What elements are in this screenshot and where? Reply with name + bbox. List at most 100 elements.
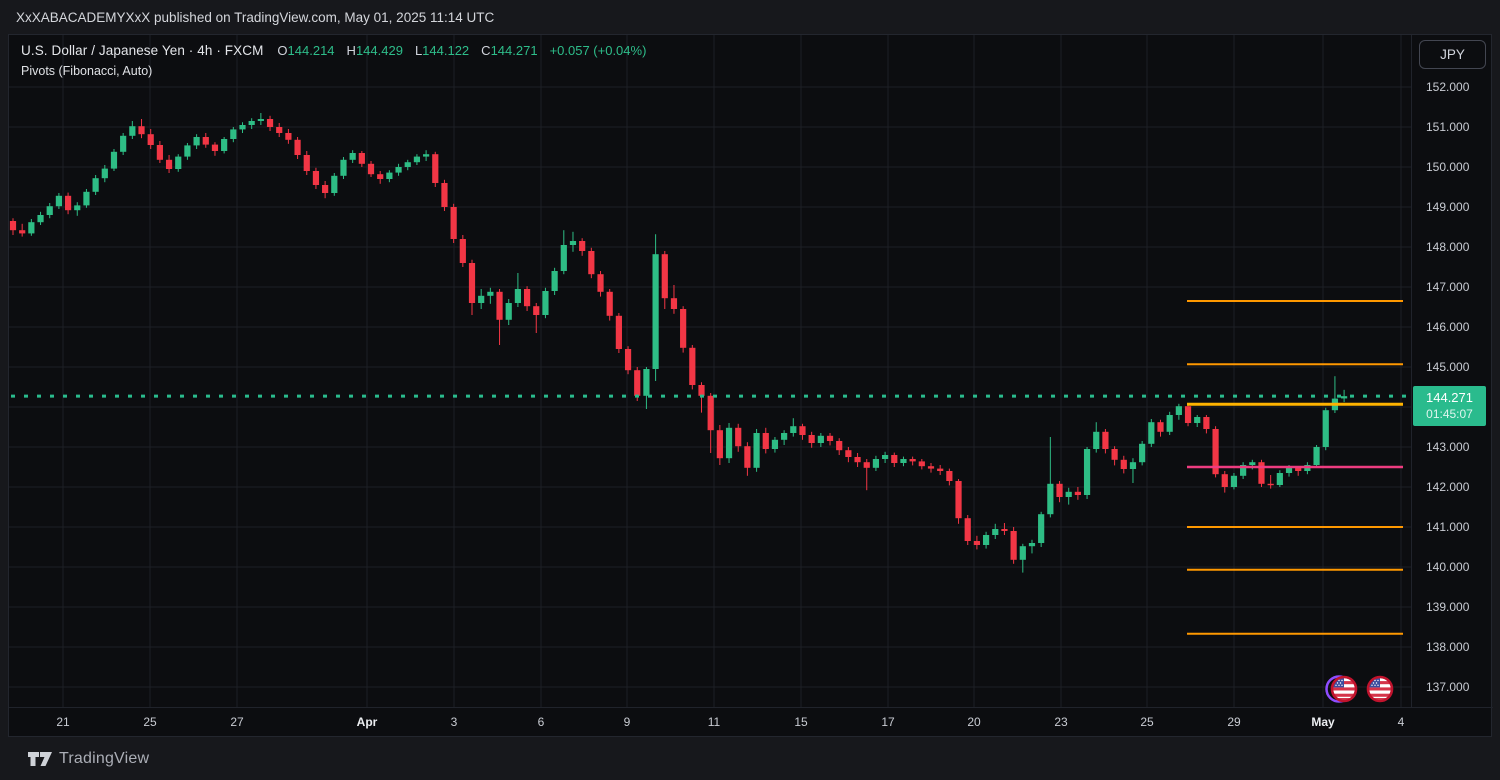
candle: [294, 137, 301, 159]
candle: [221, 137, 228, 154]
candle: [1065, 487, 1072, 505]
candle: [615, 313, 622, 353]
candle: [1322, 407, 1329, 451]
candle: [37, 211, 44, 225]
attribution-bar: XxXABACADEMYXxX published on TradingView…: [0, 0, 1500, 34]
price-scale-label: 146.000: [1426, 320, 1470, 334]
candle: [1120, 455, 1127, 474]
candle: [230, 127, 237, 143]
price-scale-label: 139.000: [1426, 600, 1470, 614]
candle: [560, 230, 567, 275]
candle: [937, 465, 944, 475]
chart-plot[interactable]: [9, 35, 1411, 707]
candle: [193, 134, 200, 149]
candle: [28, 219, 35, 236]
candle: [266, 115, 274, 131]
candle: [624, 346, 632, 375]
candle: [1093, 422, 1100, 453]
candle: [992, 523, 999, 539]
candle: [55, 193, 62, 209]
low-label: L: [414, 43, 423, 58]
candle: [487, 287, 494, 304]
price-scale-label: 143.000: [1426, 440, 1470, 454]
bar-countdown: 01:45:07: [1426, 406, 1473, 421]
candle: [175, 154, 182, 172]
us-flag-event-icon-1[interactable]: [1325, 675, 1358, 703]
candle: [1074, 487, 1081, 500]
economic-event-flags[interactable]: [1325, 671, 1397, 712]
candle: [450, 203, 457, 243]
candle: [1313, 445, 1320, 468]
candle: [1056, 481, 1063, 503]
candle: [918, 459, 925, 470]
chart-legend: U.S. Dollar / Japanese Yen · 4h · FXCM O…: [21, 43, 646, 78]
candle: [358, 151, 365, 167]
candle: [248, 118, 255, 129]
candle: [1148, 419, 1155, 447]
candle: [46, 203, 53, 219]
tradingview-logo-icon[interactable]: [28, 748, 52, 770]
candle: [1001, 523, 1008, 535]
candle: [964, 515, 971, 545]
candle: [1028, 539, 1036, 554]
time-scale-label: 21: [56, 715, 70, 729]
candle: [423, 150, 430, 161]
change-value: +0.057 (+0.04%): [549, 43, 647, 58]
candle: [725, 423, 733, 463]
time-scale-label: 25: [143, 715, 157, 729]
candle: [762, 427, 769, 454]
candle: [331, 173, 338, 196]
candle: [606, 289, 613, 321]
candle: [927, 463, 935, 473]
price-scale[interactable]: JPY 152.000 151.000 150.000 149.000 148.000 1…: [1411, 35, 1493, 707]
candle: [744, 442, 751, 476]
candle: [790, 418, 797, 437]
candle: [1111, 446, 1118, 466]
candle: [826, 433, 834, 446]
candle: [165, 155, 173, 173]
time-scale-label: 29: [1227, 715, 1241, 729]
candle: [1102, 429, 1109, 454]
candle: [349, 150, 356, 163]
candle: [257, 113, 264, 125]
candle: [441, 179, 448, 211]
candle: [1276, 470, 1283, 487]
time-scale-label: 27: [230, 715, 244, 729]
tradingview-brand[interactable]: TradingView: [59, 749, 150, 767]
candle: [404, 159, 411, 171]
candle: [1175, 403, 1182, 420]
currency-button[interactable]: JPY: [1419, 40, 1486, 69]
candle: [138, 119, 145, 139]
candle: [854, 453, 861, 467]
time-scale-label: Apr: [356, 715, 378, 729]
candle: [781, 430, 788, 445]
time-scale[interactable]: 21 25 27 Apr 3 6 9 11 15 17 20 23 25 29 May 4: [9, 707, 1493, 737]
candle: [900, 456, 907, 467]
candle: [579, 238, 586, 256]
candle: [285, 129, 292, 144]
price-scale-label: 151.000: [1426, 120, 1470, 134]
candle: [670, 285, 678, 314]
candle: [322, 181, 329, 199]
candle: [496, 289, 503, 345]
candle: [771, 437, 779, 453]
candle: [982, 531, 990, 549]
candle: [367, 161, 375, 177]
close-label: C: [481, 43, 491, 58]
candle: [946, 468, 953, 486]
time-scale-label: 3: [450, 715, 458, 729]
symbol-title[interactable]: U.S. Dollar / Japanese Yen · 4h · FXCM: [21, 43, 264, 58]
indicator-label[interactable]: Pivots (Fibonacci, Auto): [21, 64, 153, 78]
candle: [211, 142, 219, 156]
candle: [808, 431, 815, 448]
candle: [432, 151, 439, 187]
time-scale-label: 6: [537, 715, 545, 729]
candle: [478, 289, 485, 309]
current-price-label: 144.271 01:45:07: [1413, 386, 1486, 427]
open-value: 144.214: [287, 43, 335, 58]
us-flag-event-icon-2[interactable]: [1366, 675, 1394, 703]
candle: [909, 456, 916, 466]
price-scale-label: 145.000: [1426, 360, 1470, 374]
time-scale-label: 4: [1397, 715, 1405, 729]
price-scale-label: 149.000: [1426, 200, 1470, 214]
